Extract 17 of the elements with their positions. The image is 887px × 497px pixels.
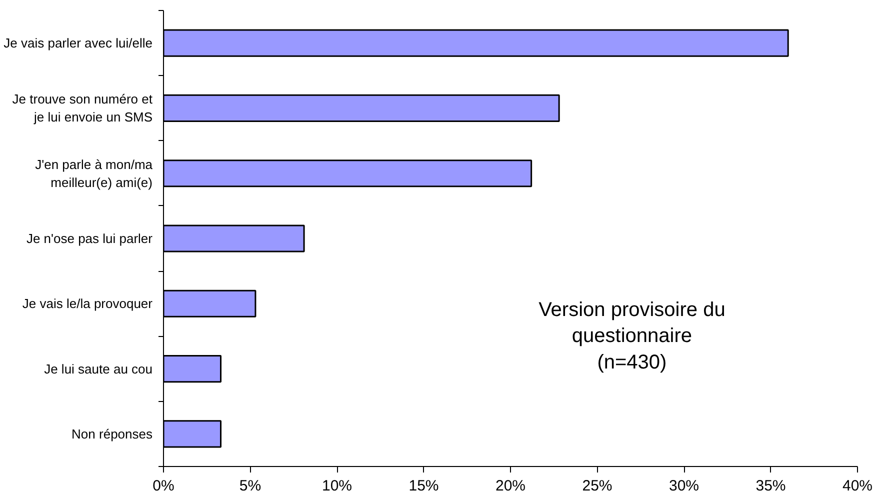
y-tick-label: Je vais le/la provoquer bbox=[22, 296, 154, 312]
x-tick-label: 25% bbox=[582, 478, 612, 494]
x-tick-label: 20% bbox=[495, 478, 526, 494]
y-tick-label: Je lui saute au cou bbox=[44, 361, 152, 376]
x-tick-label: 40% bbox=[842, 478, 873, 494]
x-tick-label: 5% bbox=[239, 478, 262, 494]
y-tick-label: Non réponses bbox=[72, 426, 153, 442]
annotation: Version provisoire du questionnaire (n=430) bbox=[538, 298, 726, 374]
x-tick-label: 10% bbox=[322, 478, 352, 494]
y-tick-label: Je trouve son numéro et je lui envoie un SMS bbox=[12, 92, 153, 125]
x-tick-label: 30% bbox=[668, 478, 700, 494]
y-tick-label: J'en parle à mon/ma meilleur(e) ami(e) bbox=[35, 156, 154, 190]
y-tick-label: Je vais parler avec lui/elle bbox=[4, 36, 153, 51]
x-tick-label: 0% bbox=[152, 478, 174, 494]
y-tick-label: Je n'ose pas lui parler bbox=[26, 231, 154, 246]
x-tick-label: 15% bbox=[408, 478, 439, 494]
x-tick-label: 35% bbox=[756, 478, 786, 494]
